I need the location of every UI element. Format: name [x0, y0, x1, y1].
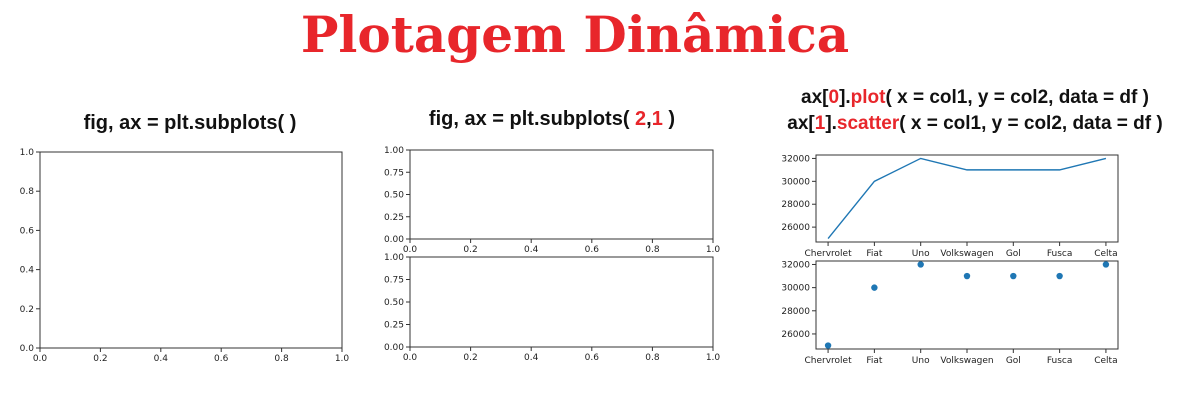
code-function: scatter — [836, 113, 900, 134]
page-title: Plotagem Dinâmica — [300, 5, 850, 64]
chart-5: 26000 28000 30000 32000 Chervrolet Fiat Uno Vol… — [781, 260, 1119, 366]
code-arg-rows: 2 — [635, 108, 647, 130]
chart-1: 0.0 0.2 0.4 0.6 0.8 1.0 0.0 0.2 0.4 0.6 0.8 1.0 — [20, 148, 350, 364]
x-tick-label: 0.0 — [403, 245, 418, 255]
y-tick-label: 0.25 — [384, 213, 404, 223]
scatter-point — [871, 284, 878, 291]
scatter-point — [824, 342, 832, 349]
x-tick-label: Celta — [1094, 249, 1117, 259]
x-tick-label: Volkswagen — [940, 249, 993, 259]
code-comma: , — [646, 108, 652, 130]
x-tick-label: Uno — [912, 356, 930, 366]
y-tick-label: 1.00 — [384, 253, 404, 263]
scatter-point — [963, 272, 971, 280]
y-tick-label: 32000 — [781, 260, 810, 270]
x-tick-label: 0.2 — [93, 354, 107, 364]
code-text: ax[ — [801, 87, 829, 108]
y-tick-label: 0.25 — [384, 321, 404, 331]
x-tick-label: 0.4 — [154, 354, 169, 364]
x-tick-label: 0.6 — [585, 353, 600, 363]
axes-frame — [409, 256, 714, 348]
x-tick-label: Uno — [912, 249, 930, 259]
chart-3: 0.0 0.2 0.4 0.6 0.8 1.0 0.00 0.25 0.50 0.75 1.00 — [384, 253, 720, 363]
y-tick-label: 0.2 — [20, 305, 34, 315]
code-line-plot: ax[0].plot( x = col1, y = col2, data = d… — [780, 85, 1170, 111]
code-text: ]. — [839, 87, 851, 108]
code-index: 1 — [814, 113, 826, 134]
y-tick-label: 0.50 — [384, 298, 404, 308]
x-tick-label: 0.8 — [645, 353, 660, 363]
y-tick-label: 1.00 — [384, 146, 404, 156]
code-caption-subplots: fig, ax = plt.subplots( ) — [40, 112, 340, 135]
scatter-point — [1056, 272, 1063, 280]
y-tick-label: 26000 — [781, 223, 810, 233]
y-tick-label: 32000 — [781, 154, 810, 164]
code-caption-plot: ax[0].plot( x = col1, y = col2, data = d… — [780, 85, 1170, 137]
x-tick-label: 0.4 — [524, 353, 539, 363]
axes-frame — [39, 151, 343, 349]
scatter-point — [1102, 261, 1110, 268]
code-index: 0 — [828, 87, 840, 108]
x-tick-label: 0.0 — [403, 353, 418, 363]
y-tick-label: 0.0 — [20, 344, 35, 354]
y-tick-label: 30000 — [781, 284, 810, 294]
chart-2: 0.0 0.2 0.4 0.6 0.8 1.0 0.00 0.25 0.50 0.75 1.00 — [384, 146, 720, 255]
y-tick-label: 28000 — [781, 307, 810, 317]
code-text-pre: fig, ax = plt.subplots( — [428, 108, 636, 130]
x-tick-label: Fusca — [1047, 356, 1073, 366]
x-tick-label: Fiat — [866, 249, 883, 259]
x-tick-label: 1.0 — [335, 354, 350, 364]
x-tick-label: Volkswagen — [940, 356, 993, 366]
x-tick-label: 0.8 — [645, 245, 660, 255]
code-text: ]. — [825, 113, 837, 134]
y-tick-label: 0.00 — [384, 343, 404, 353]
x-tick-label: 1.0 — [706, 353, 721, 363]
chart-4: 26000 28000 30000 32000 Chervrolet Fiat Uno Vol… — [781, 154, 1119, 259]
y-tick-label: 28000 — [781, 200, 810, 210]
y-tick-label: 0.00 — [384, 235, 404, 245]
scatter-point — [1010, 272, 1017, 280]
y-tick-label: 0.50 — [384, 191, 404, 201]
code-text: ( x = col1, y = col2, data = df ) — [899, 113, 1163, 134]
code-function: plot — [850, 87, 886, 108]
y-tick-label: 0.4 — [20, 266, 35, 276]
code-text: ( x = col1, y = col2, data = df ) — [885, 87, 1149, 108]
code-text: ax[ — [787, 113, 815, 134]
y-tick-label: 0.6 — [20, 226, 35, 236]
y-tick-label: 26000 — [781, 330, 810, 340]
y-tick-label: 0.8 — [20, 187, 35, 197]
x-tick-label: Celta — [1094, 356, 1117, 366]
code-arg-cols: 1 — [651, 108, 663, 130]
scatter-point — [917, 261, 924, 268]
series-line — [827, 157, 1107, 240]
x-tick-label: Fiat — [866, 356, 883, 366]
x-tick-label: 0.4 — [524, 245, 539, 255]
x-tick-label: Gol — [1006, 249, 1021, 259]
x-tick-label: 0.0 — [33, 354, 48, 364]
code-text-post: ) — [662, 108, 676, 130]
x-tick-label: 0.2 — [463, 245, 477, 255]
x-tick-label: 0.2 — [463, 353, 477, 363]
x-tick-label: 0.6 — [585, 245, 600, 255]
x-tick-label: Chervrolet — [805, 356, 853, 366]
x-tick-label: 0.8 — [274, 354, 289, 364]
x-tick-label: 1.0 — [706, 245, 721, 255]
x-tick-label: 0.6 — [214, 354, 229, 364]
x-tick-label: Chervrolet — [805, 249, 853, 259]
x-tick-label: Gol — [1006, 356, 1021, 366]
code-text: fig, ax = plt.subplots( ) — [83, 112, 297, 134]
code-line-scatter: ax[1].scatter( x = col1, y = col2, data … — [780, 111, 1170, 137]
y-tick-label: 0.75 — [384, 276, 404, 286]
axes-frame — [409, 149, 714, 240]
y-tick-label: 30000 — [781, 177, 810, 187]
x-tick-label: Fusca — [1047, 249, 1073, 259]
code-caption-subplots-2-1: fig, ax = plt.subplots( 2,1 ) — [402, 108, 702, 131]
y-tick-label: 1.0 — [20, 148, 35, 158]
y-tick-label: 0.75 — [384, 168, 404, 178]
